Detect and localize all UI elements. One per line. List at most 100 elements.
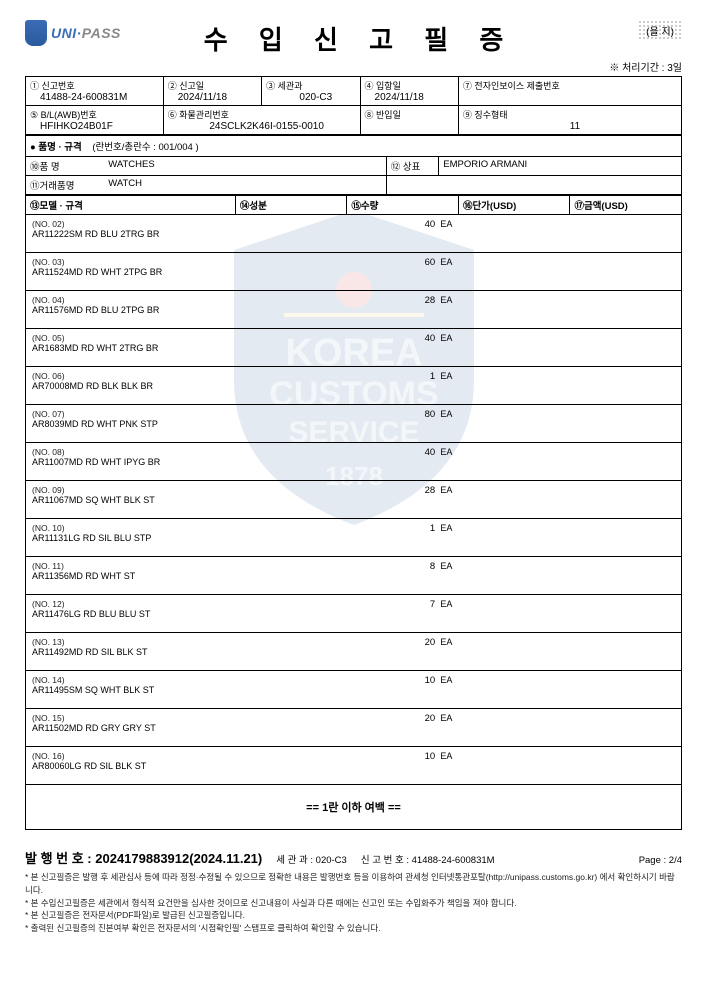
item-qty: 40 (425, 333, 436, 344)
item-unit: EA (440, 637, 452, 647)
item-code: AR11492MD RD SIL BLK ST (32, 647, 229, 657)
item-no: (NO. 10) (32, 523, 229, 533)
item-code: AR80060LG RD SIL BLK ST (32, 761, 229, 771)
item-code: AR11524MD RD WHT 2TPG BR (32, 267, 229, 277)
value-arrival: 2024/11/18 (365, 92, 454, 103)
value-brand: EMPORIO ARMANI (439, 157, 682, 176)
item-no: (NO. 07) (32, 409, 229, 419)
footer: 발 행 번 호 : 2024179883912(2024.11.21) 세 관 … (25, 848, 682, 935)
col-model: ⑬모델 · 규격 (26, 196, 236, 215)
label-collection: ⑨ 징수형태 (463, 108, 677, 121)
item-unit: EA (440, 371, 452, 381)
value-bl: HFIHKO24B01F (30, 121, 159, 132)
declaration-header-table: ① 신고번호 41488-24-600831M ② 신고일 2024/11/18… (25, 76, 682, 135)
spec-header-label: ● 품명 · 규격 (30, 142, 82, 153)
value-decl-date: 2024/11/18 (168, 92, 257, 103)
footer-note: 본 수입신고필증은 세관에서 형식적 요건만을 심사한 것이므로 신고내용이 사… (25, 897, 682, 910)
label-brand: ⑫ 상표 (386, 157, 438, 176)
label-bl: ⑤ B/L(AWB)번호 (30, 108, 159, 121)
item-no: (NO. 05) (32, 333, 229, 343)
processing-time: ※ 처리기간 : 3일 (25, 59, 682, 74)
col-qty: ⑮수량 (347, 196, 459, 215)
item-unit: EA (440, 675, 452, 685)
item-unit: EA (440, 447, 452, 457)
issue-label: 발 행 번 호 : (25, 851, 92, 866)
value-collection: 11 (463, 121, 677, 132)
table-row: (NO. 02)AR11222SM RD BLU 2TRG BR40 EA (26, 215, 682, 253)
label-arrival: ④ 입항일 (365, 79, 454, 92)
col-unitprice: ⑯단가(USD) (458, 196, 570, 215)
footer-customs: 세 관 과 : 020-C3 (276, 852, 347, 866)
value-customs: 020-C3 (266, 92, 355, 103)
issue-number: 2024179883912(2024.11.21) (95, 851, 262, 866)
table-row: (NO. 08)AR11007MD RD WHT IPYG BR40 EA (26, 443, 682, 481)
label-name: ⑩품 명 (30, 162, 60, 173)
item-no: (NO. 02) (32, 219, 229, 229)
item-code: AR8039MD RD WHT PNK STP (32, 419, 229, 429)
value-name: WATCHES (108, 159, 154, 170)
spec-meta-table: ● 품명 · 규격 (란번호/총란수 : 001/004 ) ⑩품 명 WATC… (25, 135, 682, 195)
item-unit: EA (440, 523, 452, 533)
table-row: (NO. 14)AR11495SM SQ WHT BLK ST 10 EA (26, 671, 682, 709)
item-code: AR11502MD RD GRY GRY ST (32, 723, 229, 733)
item-code: AR11222SM RD BLU 2TRG BR (32, 229, 229, 239)
item-unit: EA (440, 599, 452, 609)
item-qty: 7 (430, 599, 435, 610)
logo-text-uni: UNI· (51, 25, 82, 41)
table-row: (NO. 10)AR11131LG RD SIL BLU STP1 EA (26, 519, 682, 557)
item-unit: EA (440, 751, 452, 761)
value-decl-no: 41488-24-600831M (30, 92, 159, 103)
table-row: (NO. 12)AR11476LG RD BLU BLU ST7 EA (26, 595, 682, 633)
item-no: (NO. 14) (32, 675, 229, 685)
item-qty: 80 (425, 409, 436, 420)
item-no: (NO. 03) (32, 257, 229, 267)
item-no: (NO. 12) (32, 599, 229, 609)
item-code: AR11356MD RD WHT ST (32, 571, 229, 581)
item-qty: 40 (425, 447, 436, 458)
footer-note: 출력된 신고필증의 진본여부 확인은 전자문서의 '시점확인필' 스탬프로 클릭… (25, 922, 682, 935)
items-table: ⑬모델 · 규격 ⑭성분 ⑮수량 ⑯단가(USD) ⑰금액(USD) (NO. … (25, 195, 682, 785)
stamp-box: (을 지) (638, 20, 682, 41)
footer-page: Page : 2/4 (639, 855, 682, 866)
table-row: (NO. 05)AR1683MD RD WHT 2TRG BR40 EA (26, 329, 682, 367)
item-qty: 40 (425, 219, 436, 230)
item-no: (NO. 09) (32, 485, 229, 495)
col-component: ⑭성분 (235, 196, 347, 215)
item-no: (NO. 16) (32, 751, 229, 761)
item-qty: 20 (425, 713, 436, 724)
label-cargo: ⑥ 화물관리번호 (168, 108, 356, 121)
item-unit: EA (440, 295, 452, 305)
item-qty: 8 (430, 561, 435, 572)
label-trade: ⑪거래품명 (30, 181, 74, 192)
header-row: UNI·PASS 수 입 신 고 필 증 (을 지) (25, 20, 682, 57)
item-qty: 10 (425, 751, 436, 762)
label-decl-date: ② 신고일 (168, 79, 257, 92)
item-code: AR11495SM SQ WHT BLK ST (32, 685, 229, 695)
item-qty: 28 (425, 485, 436, 496)
item-qty: 1 (430, 371, 435, 382)
table-row: (NO. 16)AR80060LG RD SIL BLK ST 10 EA (26, 747, 682, 785)
item-no: (NO. 06) (32, 371, 229, 381)
item-qty: 10 (425, 675, 436, 686)
item-code: AR11067MD SQ WHT BLK ST (32, 495, 229, 505)
item-unit: EA (440, 409, 452, 419)
item-no: (NO. 04) (32, 295, 229, 305)
item-code: AR70008MD RD BLK BLK BR (32, 381, 229, 391)
item-no: (NO. 11) (32, 561, 229, 571)
footer-note: 본 신고필증은 발행 후 세관심사 등에 따라 정정·수정될 수 있으므로 정확… (25, 871, 682, 897)
col-amount: ⑰금액(USD) (570, 196, 682, 215)
table-row: (NO. 07)AR8039MD RD WHT PNK STP 80 EA (26, 405, 682, 443)
spec-header-sub: (란번호/총란수 : 001/004 ) (92, 142, 198, 153)
item-code: AR11576MD RD BLU 2TPG BR (32, 305, 229, 315)
item-unit: EA (440, 333, 452, 343)
value-cargo: 24SCLK2K46I-0155-0010 (168, 121, 356, 132)
footer-notes: 본 신고필증은 발행 후 세관심사 등에 따라 정정·수정될 수 있으므로 정확… (25, 871, 682, 935)
table-row: (NO. 09)AR11067MD SQ WHT BLK ST28 EA (26, 481, 682, 519)
item-qty: 20 (425, 637, 436, 648)
item-no: (NO. 08) (32, 447, 229, 457)
label-decl-no: ① 신고번호 (30, 79, 159, 92)
blank-margin-text: == 1란 이하 여백 == (25, 785, 682, 830)
label-customs: ③ 세관과 (266, 79, 355, 92)
item-unit: EA (440, 561, 452, 571)
logo-badge-icon (25, 20, 47, 46)
